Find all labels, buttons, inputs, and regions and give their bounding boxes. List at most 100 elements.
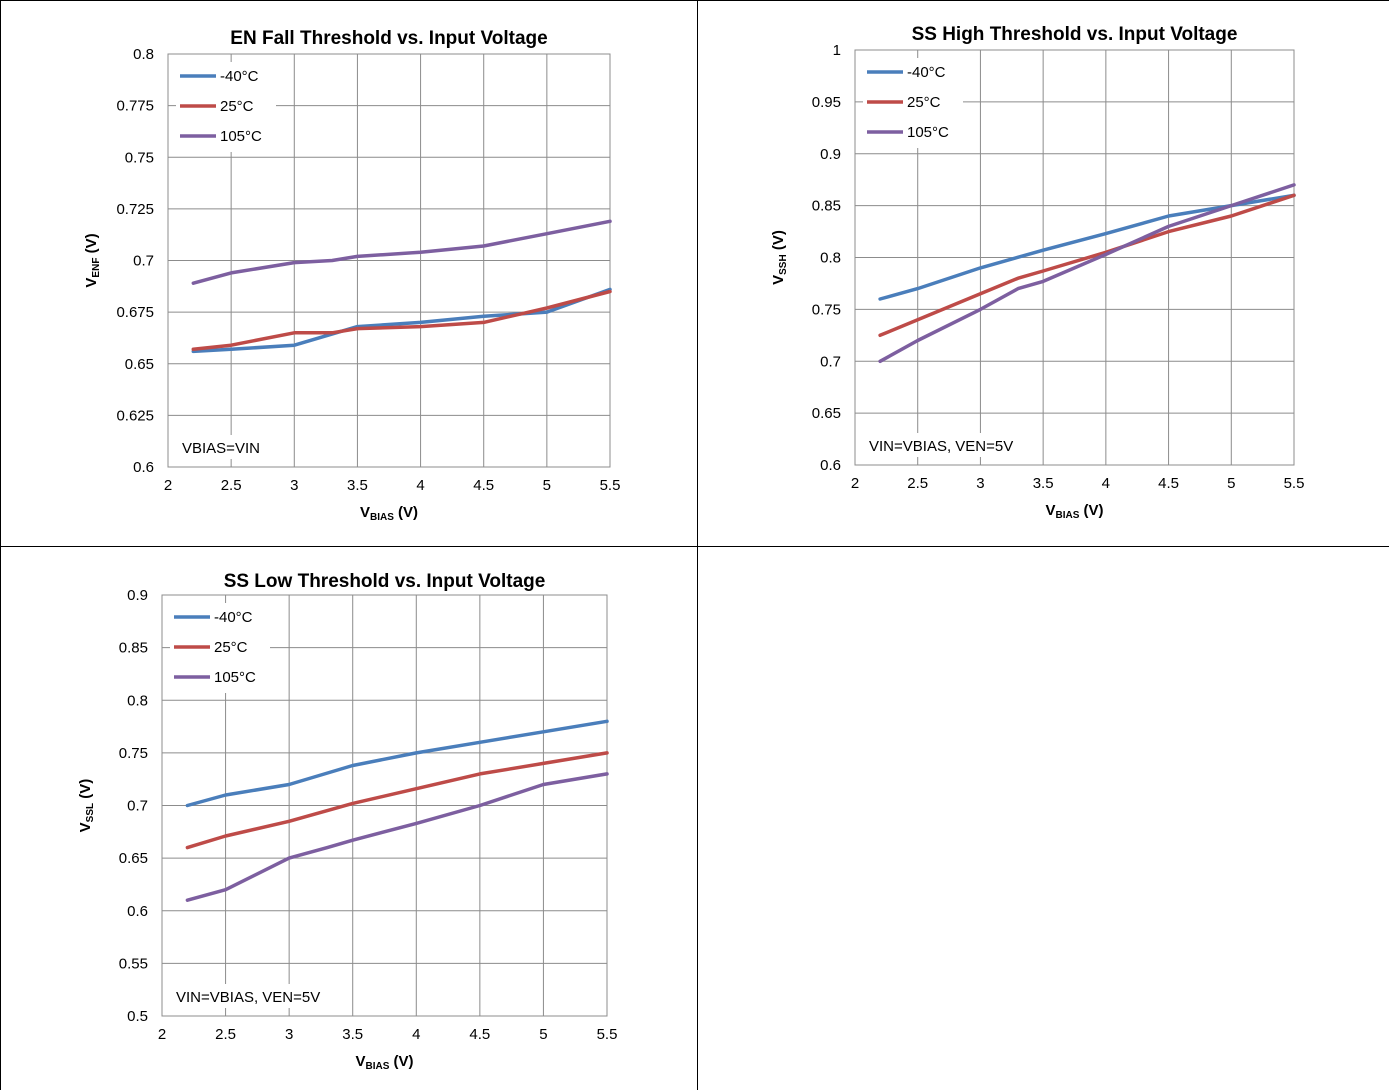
y-tick-label: 0.75 [812,301,841,318]
y-tick-label: 0.5 [127,1008,148,1025]
annotation-background [172,984,335,1008]
y-tick-label: 0.9 [127,587,148,604]
y-tick-label: 0.6 [133,459,154,476]
x-tick-label: 4 [416,477,424,494]
annotation-background [178,435,269,459]
x-axis-label-subscript: BIAS [370,512,394,523]
y-tick-label: 0.75 [125,149,154,166]
x-tick-label: 4.5 [469,1026,490,1043]
x-tick-label: 5 [539,1026,547,1043]
chart-panel-ss-low: 0.5 0.55 0.6 0.65 0.7 0.75 0.8 0.85 0.9 2 2.5 3 3.5 4… [0,547,697,1090]
x-tick-label: 5 [543,477,551,494]
series-line-0 [878,193,1296,301]
x-axis-label: VBIAS (V) [355,1053,413,1072]
x-tick-label: 2.5 [215,1026,236,1043]
y-tick-label: 0.8 [133,46,154,63]
x-tick-label: 3.5 [347,477,368,494]
x-axis-label-main: V [355,1053,365,1070]
x-axis-label: VBIAS (V) [1045,502,1103,521]
chart-panel-en-fall: 0.6 0.625 0.65 0.675 0.7 0.725 0.75 0.775 0.8 2 2.… [0,0,697,546]
sheet-border-left [0,0,1,1090]
x-tick-label: 5.5 [600,477,621,494]
chart-title: EN Fall Threshold vs. Input Voltage [230,28,547,49]
y-tick-label: 0.8 [127,692,148,709]
series-line-2 [185,772,609,902]
series-line-2 [191,219,612,285]
legend-label: -40°C [220,68,259,85]
y-axis-label-unit: (V) [77,779,94,803]
y-tick-label: 0.6 [820,457,841,474]
y-tick-label: 0.65 [125,356,154,373]
x-axis-label-subscript: BIAS [1055,510,1079,521]
y-tick-label: 0.65 [812,405,841,422]
y-tick-label: 0.725 [116,201,154,218]
legend-label: 105°C [214,669,256,686]
x-axis-label-unit: (V) [1079,502,1103,519]
y-tick-label: 0.8 [820,250,841,267]
plot-area-frame [167,53,611,468]
x-tick-label: 3 [285,1026,293,1043]
x-axis-label-main: V [360,504,370,521]
x-tick-label: 5 [1227,475,1235,492]
x-tick-label: 2.5 [907,475,928,492]
x-tick-label: 2 [158,1026,166,1043]
y-axis-label-subscript: SSH [778,254,789,275]
sheet-border-top [0,0,1389,1]
y-tick-label: 0.7 [127,798,148,815]
chart-title: SS Low Threshold vs. Input Voltage [224,571,546,592]
y-axis-label-main: V [83,278,100,288]
x-tick-label: 5.5 [1284,475,1305,492]
x-tick-label: 3 [976,475,984,492]
x-tick-label: 4 [1102,475,1110,492]
plot-area-frame [854,49,1295,466]
chart-annotation: VIN=VBIAS, VEN=5V [869,438,1013,455]
sheet-divider-horizontal [0,546,1389,547]
y-tick-label: 0.7 [820,353,841,370]
chart-en-fall: 0.6 0.625 0.65 0.675 0.7 0.725 0.75 0.775 0.8 2 2.… [83,28,621,523]
y-axis-label-unit: (V) [83,233,100,257]
chart-ss-high: 0.6 0.65 0.7 0.75 0.8 0.85 0.9 0.95 1 2 2.5 3 3.5 4 4.… [770,24,1305,521]
x-tick-label: 4.5 [473,477,494,494]
legend-label: 25°C [214,639,248,656]
legend-label: 25°C [220,98,254,115]
y-axis-label-subscript: SSL [85,803,96,822]
plot-area-frame [161,594,608,1017]
y-tick-label: 0.95 [812,94,841,111]
y-axis-label: VSSL (V) [77,779,96,833]
x-tick-label: 3.5 [342,1026,363,1043]
legend-label: 105°C [907,124,949,141]
x-axis-label-unit: (V) [389,1053,413,1070]
y-axis-label-unit: (V) [770,230,787,254]
series-line-0 [191,287,612,354]
y-axis-label: VENF (V) [83,233,102,287]
x-axis-label: VBIAS (V) [360,504,418,523]
y-tick-label: 0.625 [116,407,154,424]
x-tick-label: 4.5 [1158,475,1179,492]
x-tick-label: 2 [851,475,859,492]
x-tick-label: 3 [290,477,298,494]
y-tick-label: 0.85 [119,640,148,657]
chart-title: SS High Threshold vs. Input Voltage [912,24,1238,45]
y-tick-label: 0.775 [116,98,154,115]
legend-label: 105°C [220,128,262,145]
y-tick-label: 0.55 [119,955,148,972]
legend-label: -40°C [907,64,946,81]
chart-panel-ss-high: 0.6 0.65 0.7 0.75 0.8 0.85 0.9 0.95 1 2 2.5 3 3.5 4 4.… [698,0,1389,546]
x-tick-label: 2.5 [221,477,242,494]
series-line-1 [878,193,1296,338]
y-tick-label: 0.65 [119,850,148,867]
annotation-background [865,433,1028,457]
chart-annotation: VIN=VBIAS, VEN=5V [176,989,320,1006]
x-axis-label-unit: (V) [394,504,418,521]
y-axis-label-main: V [77,822,94,832]
x-tick-label: 4 [412,1026,420,1043]
x-tick-label: 3.5 [1033,475,1054,492]
y-axis-label: VSSH (V) [770,230,789,285]
x-axis-label-main: V [1045,502,1055,519]
chart-ss-low: 0.5 0.55 0.6 0.65 0.7 0.75 0.8 0.85 0.9 2 2.5 3 3.5 4… [77,571,617,1072]
y-axis-label-main: V [770,275,787,285]
series-line-1 [191,289,612,352]
x-axis-label-subscript: BIAS [365,1061,389,1072]
y-tick-label: 0.675 [116,304,154,321]
